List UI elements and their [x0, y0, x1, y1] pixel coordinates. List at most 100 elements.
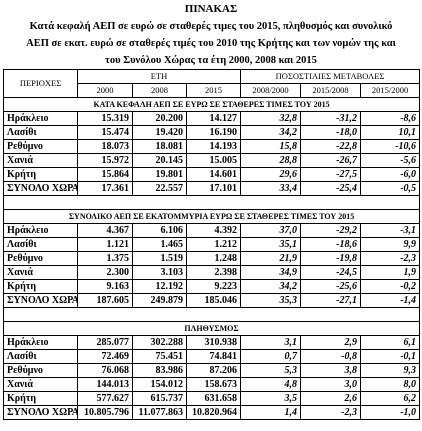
cell	[2, 195, 421, 210]
cell: -29,2	[300, 223, 361, 238]
header-row: ΠΕΡΙΟΧΕΣ ΕΤΗ ΠΟΣΟΣΤΙΑΙΕΣ ΜΕΤΑΒΟΛΕΣ	[3, 69, 421, 98]
cell: 11.077.863	[132, 405, 187, 420]
cell: ΠΕΡΙΟΧΕΣ	[3, 69, 78, 98]
cell: 3,8	[300, 363, 361, 378]
data-row: Κρήτη 9.163 12.192 9.223 34,2 -25,6 -0,2	[3, 279, 421, 294]
cell: 14.127	[186, 111, 241, 126]
cell: 2.398	[186, 265, 241, 280]
cell: 18.073	[77, 139, 133, 154]
cell: 185.046	[186, 293, 241, 308]
cell: 615.737	[132, 391, 187, 406]
cell: Ηράκλειο	[3, 335, 78, 350]
cell: 12.192	[132, 279, 187, 294]
cell: 16.190	[186, 125, 241, 140]
cell: ΣΥΝΟΛΟ ΧΩΡΑΣ	[3, 405, 78, 420]
subtitle-line: ΑΕΠ σε εκατ. ευρώ σε σταθερές τιμές του …	[26, 38, 396, 49]
cell: 9.223	[186, 279, 241, 294]
cell: 15.474	[77, 125, 133, 140]
cell: -0,8	[300, 349, 361, 364]
data-row: ΣΥΝΟΛΟ ΧΩΡΑΣ10.805.79611.077.86310.820.9…	[3, 405, 421, 420]
cell: 19.801	[132, 167, 187, 182]
cell: 20.200	[132, 111, 187, 126]
cell: 3,0	[300, 377, 361, 392]
cell: 34,2	[240, 125, 301, 140]
data-row: Λασίθι 1.121 1.465 1.212 35,1 -18,6 9,9	[3, 237, 421, 252]
cell: -27,1	[300, 293, 361, 308]
cell: 6,2	[359, 391, 421, 406]
cell: 1.519	[132, 251, 187, 266]
cell: -18,0	[300, 125, 361, 140]
cell: -19,8	[300, 251, 361, 266]
cell: -2,3	[300, 405, 361, 420]
cell: 2008	[132, 83, 187, 98]
cell: 6,1	[359, 335, 421, 350]
cell: -1,0	[359, 405, 421, 420]
cell: 3,5	[240, 391, 301, 406]
data-row: Χανιά 15.972 20.145 15.005 28,8 -26,7 -5,6	[3, 153, 421, 168]
cell: ΠΟΣΟΣΤΙΑΙΕΣ ΜΕΤΑΒΟΛΕΣ	[239, 69, 421, 84]
cell: -25,4	[300, 181, 361, 196]
cell: 302.288	[132, 335, 187, 350]
cell: -18,6	[300, 237, 361, 252]
cell: 76.068	[77, 363, 133, 378]
data-row: Λασίθι 72.469 75.451 74.841 0,7 -0,8 -0,1	[3, 349, 421, 364]
cell: 83.986	[132, 363, 187, 378]
cell: 74.841	[186, 349, 241, 364]
cell: ΠΛΗΘΥΣΜΟΣ	[2, 321, 421, 336]
cell: 37,0	[240, 223, 301, 238]
spacer-row	[2, 307, 421, 322]
cell: -24,5	[300, 265, 361, 280]
cell: 2015/2008	[300, 83, 361, 98]
cell: -5,6	[359, 153, 421, 168]
header: ΠΙΝΑΚΑΣ Κατά κεφαλή ΑΕΠ σε ευρώ σε σταθε…	[0, 1, 422, 69]
cell: 9.163	[77, 279, 133, 294]
cell: 21,9	[240, 251, 301, 266]
cell: 2.300	[77, 265, 133, 280]
cell: 29,6	[240, 167, 301, 182]
cell: Χανιά	[3, 265, 78, 280]
cell: 154.012	[132, 377, 187, 392]
cell: 1.248	[186, 251, 241, 266]
cell: Ρεθύμνο	[3, 139, 78, 154]
cell: Λασίθι	[3, 349, 78, 364]
cell: 6.106	[132, 223, 187, 238]
cell: ΚΑΤΑ ΚΕΦΑΛΗ ΑΕΠ ΣΕ ΕΥΡΩ ΣΕ ΣΤΑΘΕΡΕΣ ΤΙΜΕ…	[2, 97, 421, 112]
cell: 87.206	[186, 363, 241, 378]
cell: 0,7	[240, 349, 301, 364]
cell: 35,1	[240, 237, 301, 252]
cell: 18.081	[132, 139, 187, 154]
data-row: Ηράκλειο 4.367 6.106 4.392 37,0 -29,2 -3,1	[3, 223, 421, 238]
cell: 32,8	[240, 111, 301, 126]
cell: Ρεθύμνο	[3, 251, 78, 266]
cell: 1.121	[77, 237, 133, 252]
data-row: Λασίθι 15.474 19.420 16.190 34,2 -18,0 10,1	[3, 125, 421, 140]
cell: 15.319	[77, 111, 133, 126]
subtitle-line: Κατά κεφαλή ΑΕΠ σε ευρώ σε σταθερές τιμε…	[29, 21, 393, 32]
cell: 9,3	[359, 363, 421, 378]
cell: 2008/2000	[240, 83, 301, 98]
cell: 187.605	[77, 293, 133, 308]
cell: Χανιά	[3, 377, 78, 392]
cell: 20.145	[132, 153, 187, 168]
cell: 2015/2000	[359, 83, 421, 98]
cell: 22.557	[132, 181, 187, 196]
cell: -3,1	[359, 223, 421, 238]
cell: 2000	[77, 83, 133, 98]
spacer-row	[2, 195, 421, 210]
cell: -8,6	[359, 111, 421, 126]
cell: 9,9	[359, 237, 421, 252]
cell: 1,4	[240, 405, 301, 420]
cell: Ηράκλειο	[3, 223, 78, 238]
cell: 1.465	[132, 237, 187, 252]
data-row: ΣΥΝΟΛΟ ΧΩΡΑΣ187.605249.879185.04635,3-27…	[3, 293, 421, 308]
section-row: ΚΑΤΑ ΚΕΦΑΛΗ ΑΕΠ ΣΕ ΕΥΡΩ ΣΕ ΣΤΑΘΕΡΕΣ ΤΙΜΕ…	[2, 97, 421, 112]
data-row: Ηράκλειο 285.077 302.288 310.938 3,1 2,9 6,1	[3, 335, 421, 350]
cell: 3,1	[240, 335, 301, 350]
cell: 1.212	[186, 237, 241, 252]
cell: 10,1	[359, 125, 421, 140]
cell: 14.193	[186, 139, 241, 154]
section-row: ΣΥΝΟΛΙΚΟ ΑΕΠ ΣΕ ΕΚΑΤΟΜΜΥΡΙΑ ΕΥΡΩ ΣΕ ΣΤΑΘ…	[2, 209, 421, 224]
cell: -27,5	[300, 167, 361, 182]
data-row: Ηράκλειο 15.319 20.200 14.127 32,8 -31,2 -8,6	[3, 111, 421, 126]
